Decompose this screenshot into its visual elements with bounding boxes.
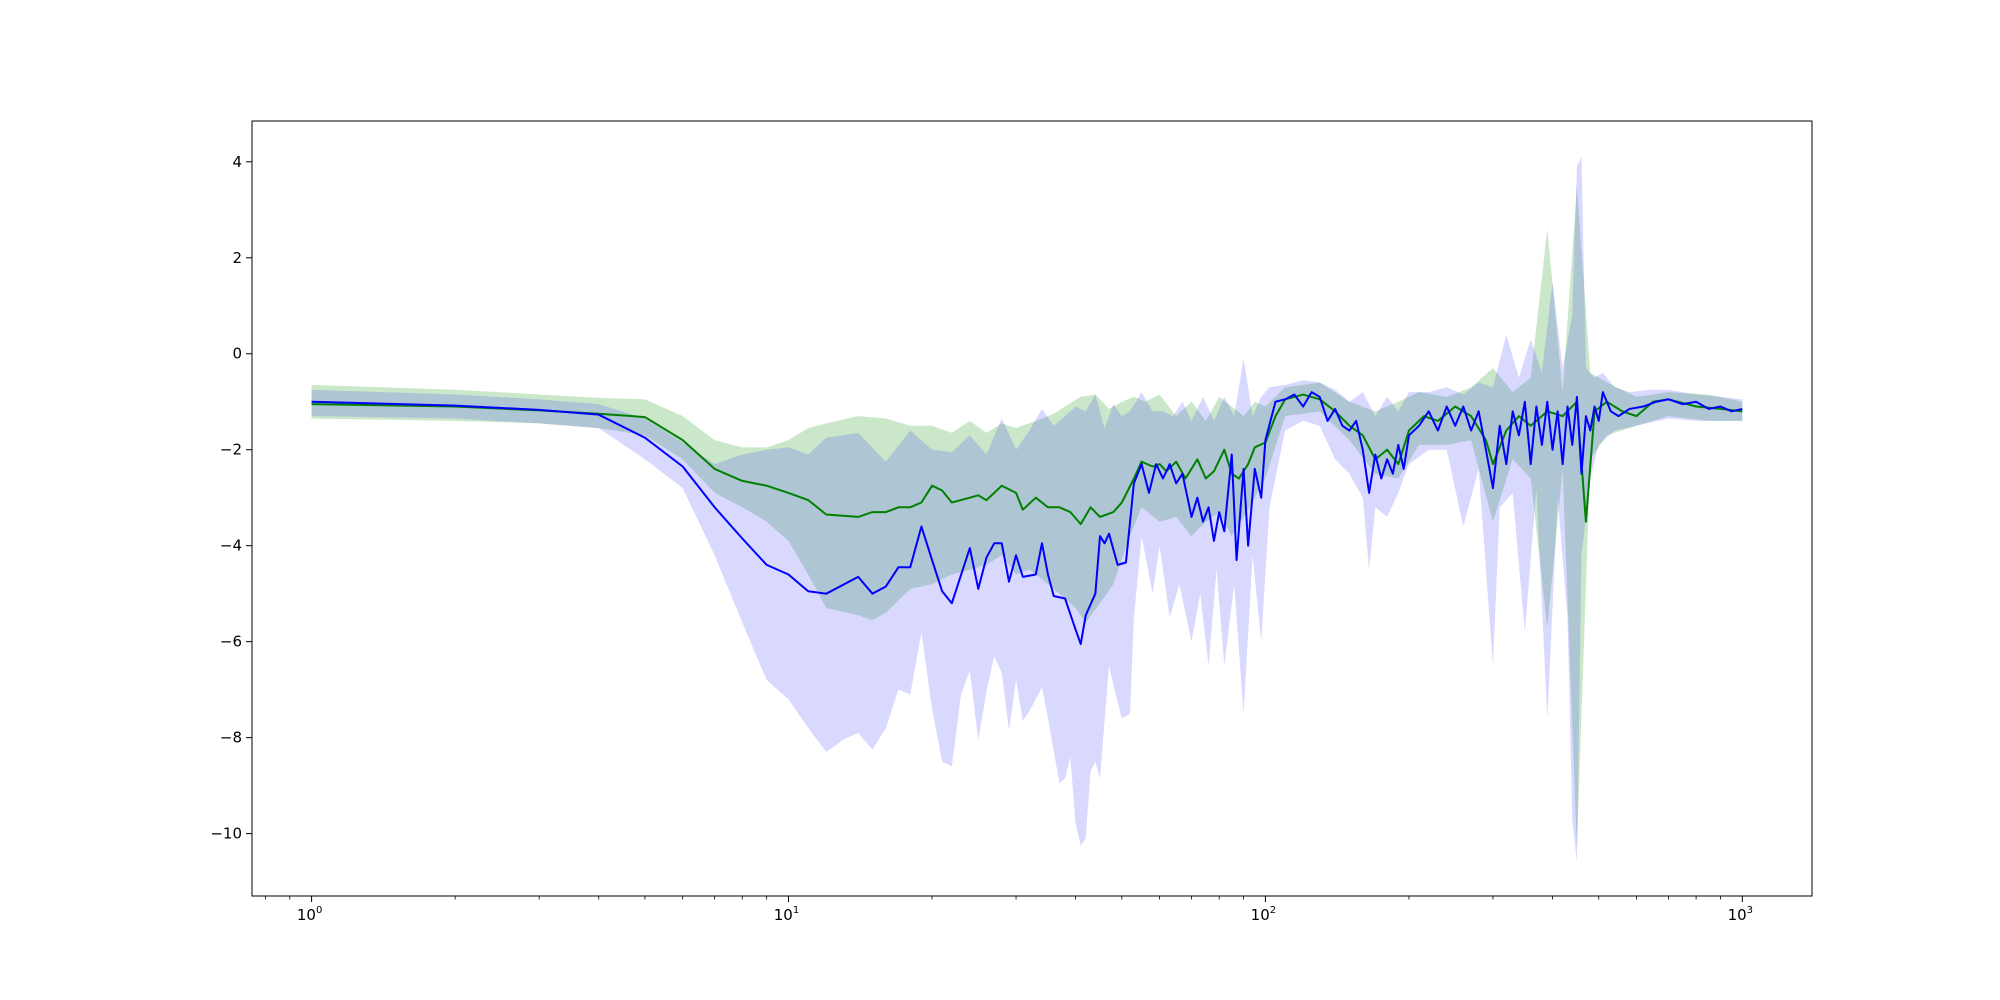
x-axis: 100 101 102 103 [264, 896, 1753, 924]
series-lines [311, 391, 1743, 646]
y-tick-label: −10 [210, 825, 242, 843]
y-tick-label: −2 [220, 441, 242, 459]
series-line-green [311, 393, 1743, 526]
plot-frame [251, 120, 1813, 897]
y-tick-label: 0 [232, 345, 242, 363]
band-green [311, 185, 1743, 849]
x-tick-label: 101 [774, 905, 799, 924]
y-tick-label: 2 [232, 249, 242, 267]
y-tick-label: 4 [232, 153, 242, 171]
y-tick-label: −6 [220, 633, 242, 651]
x-tick-label: 100 [297, 905, 322, 924]
y-tick-label: −8 [220, 729, 242, 747]
confidence-bands [311, 156, 1743, 863]
x-tick-label: 102 [1251, 905, 1276, 924]
x-tick-label: 103 [1728, 905, 1753, 924]
series-line-blue [311, 391, 1743, 646]
band-blue [311, 156, 1743, 863]
y-axis: 4 2 0 −2 −4 −6 −8 −10 [210, 153, 252, 843]
y-tick-label: −4 [220, 537, 242, 555]
